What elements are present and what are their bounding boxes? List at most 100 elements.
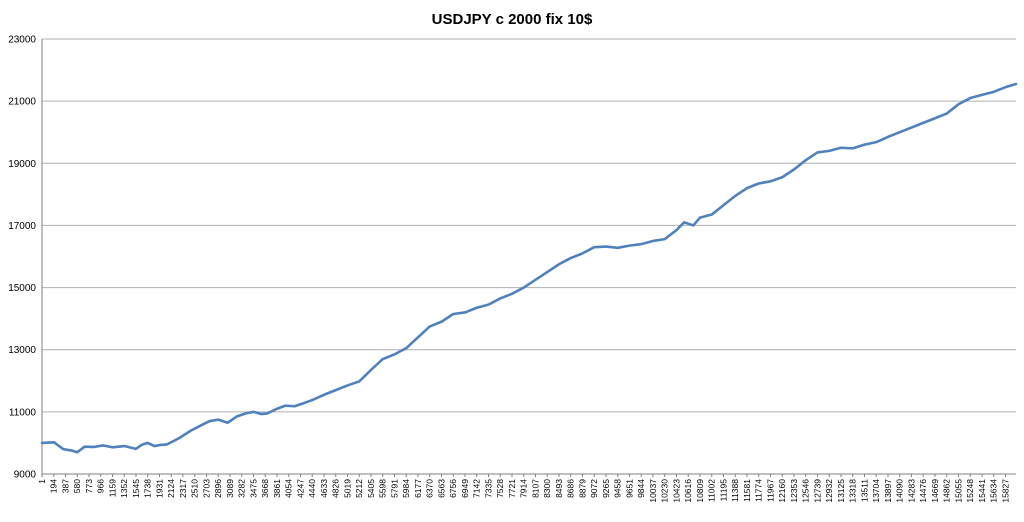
x-tick-label: 4247: [295, 479, 305, 498]
x-tick-label: 12739: [812, 479, 822, 503]
y-tick-label: 11000: [9, 407, 37, 418]
x-tick-label: 3089: [225, 479, 235, 498]
x-tick-label: 13318: [848, 479, 858, 503]
x-tick-label: 9458: [613, 479, 623, 498]
x-tick-label: 9265: [601, 479, 611, 498]
x-tick-label: 10423: [671, 479, 681, 503]
x-tick-label: 8107: [530, 479, 540, 498]
y-tick-label: 19000: [8, 159, 36, 170]
x-tick-label: 11002: [707, 479, 717, 502]
x-tick-label: 12353: [789, 479, 799, 503]
series-line: [40, 82, 1018, 454]
x-tick-label: 1: [37, 479, 47, 484]
x-tick-label: 7528: [495, 479, 505, 498]
x-tick-label: 13897: [883, 479, 893, 503]
x-tick-label: 5019: [342, 479, 352, 498]
x-tick-label: 5212: [354, 479, 364, 498]
x-tick-label: 194: [49, 479, 59, 493]
x-tick-label: 14862: [942, 479, 952, 503]
x-tick-label: 4440: [307, 479, 317, 498]
x-tick-label: 8879: [577, 479, 587, 498]
x-tick-label: 1931: [154, 479, 164, 498]
x-tick-label: 8300: [542, 479, 552, 498]
x-tick-label: 4826: [331, 479, 341, 498]
series-layer: [40, 82, 1018, 454]
x-tick-label: 2510: [190, 479, 200, 498]
x-tick-label: 2124: [166, 479, 176, 498]
x-tick-label: 15441: [977, 479, 987, 503]
x-tick-label: 7914: [519, 479, 529, 498]
x-tick-label: 7335: [483, 479, 493, 498]
x-tick-label: 12932: [824, 479, 834, 503]
x-tick-label: 1738: [143, 479, 153, 498]
x-tick-label: 10809: [695, 479, 705, 503]
y-tick-label: 17000: [8, 221, 36, 232]
x-tick-label: 9651: [624, 479, 634, 498]
x-tick-label: 3282: [237, 479, 247, 498]
x-tick-label: 11581: [742, 479, 752, 502]
x-tick-label: 10230: [660, 479, 670, 503]
y-axis-ticks: 9000 11000 13000 15000 17000 19000 21000 23000: [8, 35, 36, 481]
x-tick-label: 1545: [131, 479, 141, 498]
x-tick-label: 5405: [366, 479, 376, 498]
x-tick-label: 12546: [801, 479, 811, 503]
x-tick-label: 3861: [272, 479, 282, 498]
y-tick-label: 21000: [8, 97, 36, 108]
x-tick-label: 11388: [730, 479, 740, 502]
x-tick-label: 6563: [436, 479, 446, 498]
x-tick-label: 15248: [965, 479, 975, 503]
x-tick-label: 5984: [401, 479, 411, 498]
x-tick-label: 13511: [859, 479, 869, 502]
x-tick-label: 773: [84, 479, 94, 493]
x-tick-label: 14090: [895, 479, 905, 503]
x-tick-label: 14476: [918, 479, 928, 503]
x-tick-label: 9844: [636, 479, 646, 498]
y-tick-label: 23000: [8, 35, 36, 46]
y-tick-label: 15000: [8, 283, 36, 294]
x-tick-label: 11195: [718, 479, 728, 502]
x-tick-label: 13125: [836, 479, 846, 503]
x-tick-label: 6949: [460, 479, 470, 498]
x-tick-label: 5598: [378, 479, 388, 498]
x-tick-label: 11967: [765, 479, 775, 502]
x-tick-label: 7721: [507, 479, 517, 498]
chart-title: USDJPY c 2000 fix 10$: [432, 11, 593, 28]
x-tick-label: 8686: [566, 479, 576, 498]
x-tick-label: 4633: [319, 479, 329, 498]
x-tick-label: 5791: [389, 479, 399, 498]
x-axis-ticks: 1 194 387 580 773 966 1159 1352 1545 1738 1931 2124…: [37, 474, 1010, 503]
x-tick-label: 966: [96, 479, 106, 493]
y-tick-label: 13000: [8, 345, 36, 356]
x-tick-label: 3475: [248, 479, 258, 498]
x-tick-label: 580: [72, 479, 82, 493]
x-tick-label: 14669: [930, 479, 940, 503]
x-tick-label: 4054: [284, 479, 294, 498]
x-tick-label: 13704: [871, 479, 881, 503]
x-tick-label: 12160: [777, 479, 787, 503]
x-tick-label: 15827: [1000, 479, 1010, 503]
x-tick-label: 2896: [213, 479, 223, 498]
x-tick-label: 1352: [119, 479, 129, 498]
x-tick-label: 10037: [648, 479, 658, 503]
x-tick-label: 2703: [201, 479, 211, 498]
x-tick-label: 6177: [413, 479, 423, 498]
x-tick-label: 7142: [472, 479, 482, 498]
x-tick-label: 1159: [107, 479, 117, 498]
gridlines: [42, 38, 1016, 413]
x-tick-label: 15634: [989, 479, 999, 503]
x-tick-label: 6370: [425, 479, 435, 498]
x-tick-label: 11774: [754, 479, 764, 502]
axes: [41, 39, 1016, 475]
x-tick-label: 6756: [448, 479, 458, 498]
x-tick-label: 3668: [260, 479, 270, 498]
x-tick-label: 14283: [906, 479, 916, 503]
y-tick-label: 9000: [14, 470, 37, 481]
x-tick-label: 8493: [554, 479, 564, 498]
x-tick-label: 10616: [683, 479, 693, 503]
x-tick-label: 387: [60, 479, 70, 493]
x-tick-label: 9072: [589, 479, 599, 498]
x-tick-label: 15055: [953, 479, 963, 503]
x-tick-label: 2317: [178, 479, 188, 498]
